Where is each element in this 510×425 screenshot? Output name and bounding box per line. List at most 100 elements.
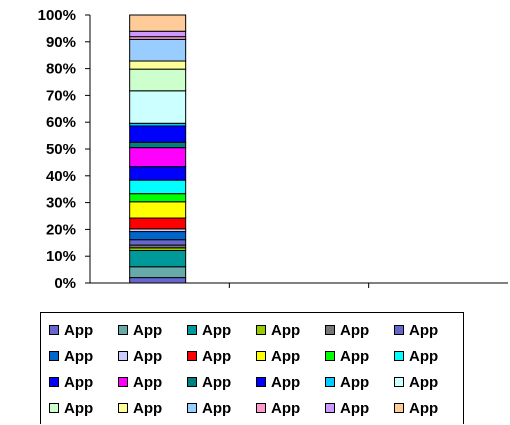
y-tick-label: 60% [46,114,76,131]
legend-swatch [49,325,59,335]
legend-swatch [394,403,404,413]
legend-swatch [394,351,404,361]
legend-item: App [118,400,187,417]
legend-item: App [187,400,256,417]
legend-swatch [256,351,266,361]
legend-label: App [340,399,370,417]
bar-segment-23 [129,30,187,38]
legend-swatch [49,377,59,387]
legend-swatch [118,403,128,413]
legend-swatch [187,377,197,387]
legend-item: App [49,374,118,391]
legend-item: App [118,322,187,339]
legend-row: App App App App App App [49,343,463,369]
legend-label: App [64,373,94,391]
bar-segment-16 [129,125,187,143]
legend-swatch [325,403,335,413]
y-tick-label: 20% [46,221,76,238]
legend-label: App [340,373,370,391]
y-tick-label: 0% [54,275,76,292]
bar-segment-9 [129,217,187,230]
legend-item: App [187,348,256,365]
y-tick-label: 30% [46,195,76,212]
y-tick-label: 90% [46,34,76,51]
bar-segment-14 [129,147,187,168]
legend-swatch [394,377,404,387]
legend-swatch [118,377,128,387]
bar-segment-21 [129,38,187,62]
legend-swatch [49,351,59,361]
legend-swatch [325,351,335,361]
legend-item: App [256,322,325,339]
bar-segment-15 [129,141,187,149]
legend-item: App [394,374,463,391]
bar-segment-7 [129,231,187,241]
x-axis [90,282,508,288]
legend-label: App [64,347,94,365]
legend-label: App [133,399,163,417]
bar-segment-3 [129,250,187,268]
legend-item: App [325,322,394,339]
legend-item: App [49,400,118,417]
legend-item: App [49,348,118,365]
legend-label: App [409,399,439,417]
y-tick-label: 70% [46,87,76,104]
legend-item: App [325,400,394,417]
bar-segment-6 [129,239,187,246]
legend-item: App [325,348,394,365]
y-tick-label: 80% [46,61,76,78]
bar-segment-19 [129,68,187,92]
legend-label: App [133,347,163,365]
bar-segment-11 [129,193,187,203]
legend-item: App [394,348,463,365]
legend-row: App App App App App App [49,317,463,343]
legend-item: App [256,400,325,417]
legend-item: App [187,322,256,339]
legend-swatch [256,403,266,413]
y-axis: 0% 10% 20% 30% 40% 50% 60% 70% 80% 90% 100% [38,7,91,292]
legend-row: App App App App App App [49,369,463,395]
y-tick-label: 50% [46,141,76,158]
stacked-bar-chart: 0% 10% 20% 30% 40% 50% 60% 70% 80% 90% 100% [38,7,508,292]
legend-label: App [133,321,163,339]
legend-label: App [202,321,232,339]
legend-item: App [187,374,256,391]
legend-label: App [409,347,439,365]
legend-label: App [271,321,301,339]
legend-label: App [133,373,163,391]
bar-segment-18 [129,90,187,124]
bar-segment-12 [129,179,187,195]
legend-swatch [118,351,128,361]
legend-swatch [394,325,404,335]
legend-label: App [202,399,232,417]
legend-item: App [325,374,394,391]
legend-swatch [256,377,266,387]
y-tick-label: 10% [46,248,76,265]
legend-label: App [202,347,232,365]
legend-swatch [187,403,197,413]
bar-stack [129,14,187,284]
legend-swatch [187,325,197,335]
legend-item: App [49,322,118,339]
legend-label: App [271,347,301,365]
legend-item: App [118,348,187,365]
y-tick-label: 40% [46,168,76,185]
legend-swatch [325,325,335,335]
legend-label: App [340,321,370,339]
legend-item: App [256,348,325,365]
legend-label: App [64,321,94,339]
legend-item: App [394,400,463,417]
legend-item: App [118,374,187,391]
legend-swatch [118,325,128,335]
bar-segment-1 [129,277,187,284]
y-tick-label: 100% [38,7,76,24]
legend-label: App [64,399,94,417]
bar-segment-24 [129,14,187,32]
legend-swatch [256,325,266,335]
bar-segment-2 [129,266,187,279]
legend-label: App [340,347,370,365]
legend: App App App App App App App App App App App App App A… [40,312,464,424]
legend-swatch [325,377,335,387]
bar-segment-13 [129,166,187,181]
legend-label: App [271,373,301,391]
